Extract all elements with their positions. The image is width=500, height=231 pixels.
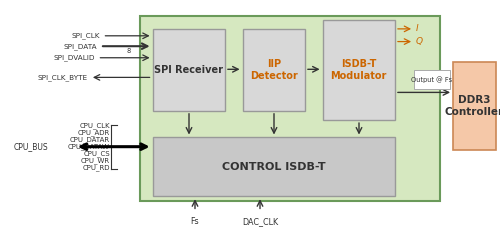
FancyBboxPatch shape (242, 29, 305, 111)
Text: CPU_DATAR: CPU_DATAR (70, 136, 110, 143)
Text: CPU_BUS: CPU_BUS (14, 142, 48, 151)
Text: SPI Receiver: SPI Receiver (154, 65, 223, 75)
Text: ISDB-T
Modulator: ISDB-T Modulator (330, 59, 387, 81)
Text: DAC_CLK: DAC_CLK (242, 217, 278, 226)
FancyBboxPatch shape (152, 137, 395, 196)
FancyBboxPatch shape (453, 62, 496, 150)
FancyBboxPatch shape (322, 20, 395, 120)
Text: CPU_WR: CPU_WR (81, 157, 110, 164)
Text: Q: Q (416, 37, 423, 46)
Text: DDR3
Controller: DDR3 Controller (444, 95, 500, 117)
Text: IIP
Detector: IIP Detector (250, 59, 298, 81)
Text: SPI_CLK: SPI_CLK (72, 32, 100, 39)
Text: Output @ Fs: Output @ Fs (412, 76, 453, 83)
Text: CPU_RD: CPU_RD (82, 164, 110, 171)
FancyBboxPatch shape (152, 29, 225, 111)
Text: CPU_CS: CPU_CS (84, 150, 110, 157)
Text: SPI_CLK_BYTE: SPI_CLK_BYTE (38, 74, 88, 81)
Text: CONTROL ISDB-T: CONTROL ISDB-T (222, 162, 326, 172)
FancyBboxPatch shape (140, 16, 440, 201)
Text: Fs: Fs (190, 217, 200, 226)
Text: CPU_CLK: CPU_CLK (80, 122, 110, 129)
Text: I: I (416, 24, 418, 33)
Text: CPU_ADR: CPU_ADR (78, 129, 110, 136)
Text: CPU_DATAW: CPU_DATAW (68, 143, 110, 150)
Text: SPI_DVALID: SPI_DVALID (54, 54, 95, 61)
Text: 8: 8 (127, 48, 131, 54)
Text: SPI_DATA: SPI_DATA (64, 43, 98, 50)
FancyBboxPatch shape (414, 70, 450, 89)
